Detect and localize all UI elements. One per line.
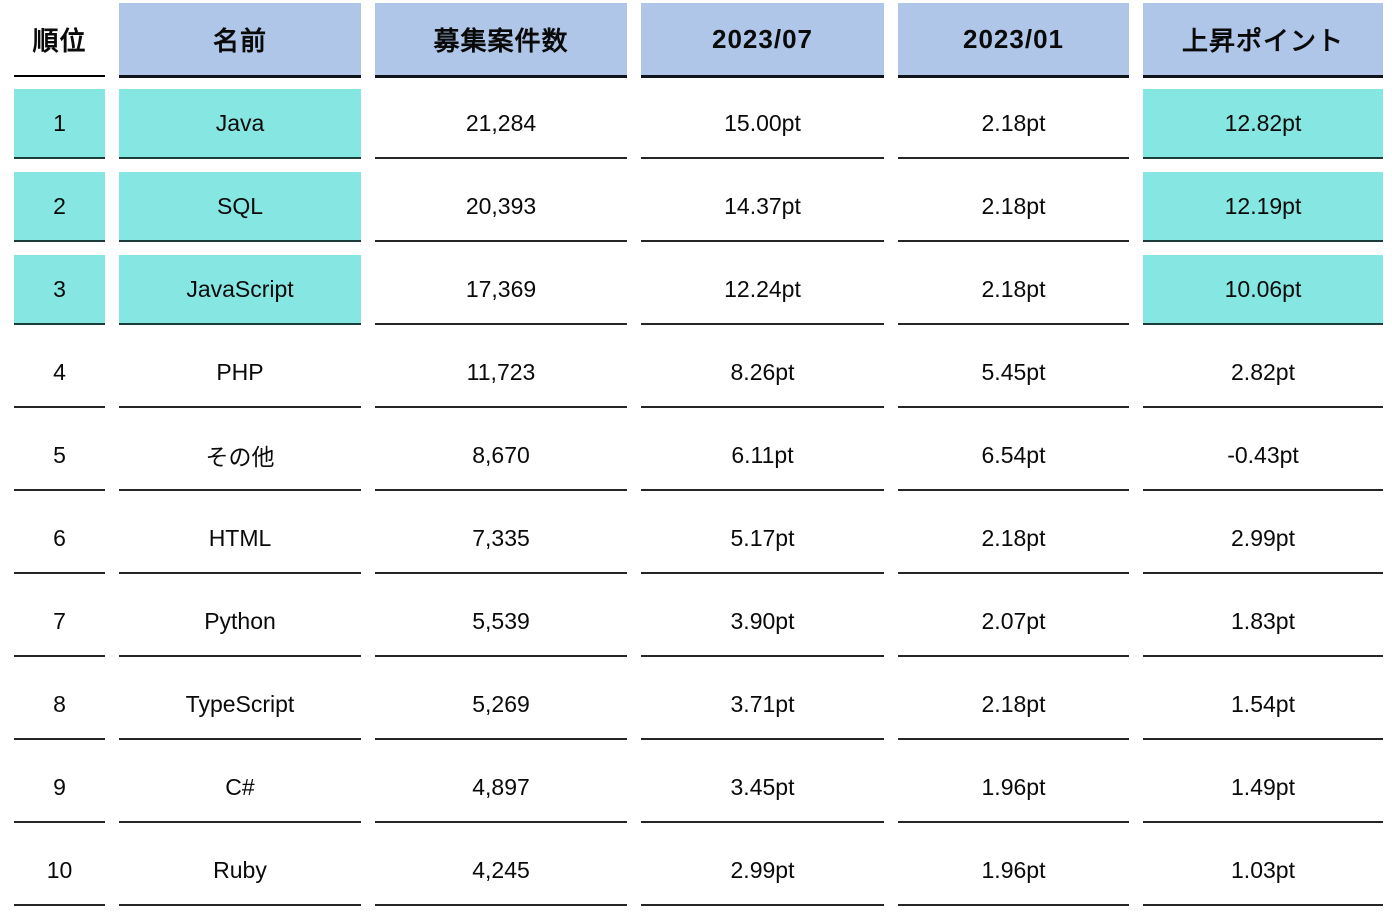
- table-row: 9 C# 4,897 3.45pt 1.96pt 1.49pt: [14, 753, 1392, 823]
- cell-2023-07: 5.17pt: [641, 504, 884, 574]
- cell-rank: 10: [14, 836, 105, 906]
- cell-cases: 17,369: [375, 255, 627, 325]
- cell-name: その他: [119, 421, 361, 491]
- cell-2023-01: 2.18pt: [898, 255, 1129, 325]
- cell-cases: 7,335: [375, 504, 627, 574]
- header-2023-01: 2023/01: [898, 3, 1129, 78]
- cell-2023-07: 3.90pt: [641, 587, 884, 657]
- cell-rank: 4: [14, 338, 105, 408]
- cell-rise-point: 1.54pt: [1143, 670, 1383, 740]
- cell-rise-point: 12.82pt: [1143, 89, 1383, 159]
- cell-2023-01: 2.18pt: [898, 670, 1129, 740]
- header-rank: 順位: [14, 3, 105, 77]
- cell-2023-01: 2.18pt: [898, 89, 1129, 159]
- cell-2023-01: 5.45pt: [898, 338, 1129, 408]
- cell-rank: 7: [14, 587, 105, 657]
- cell-name: HTML: [119, 504, 361, 574]
- table-row: 10 Ruby 4,245 2.99pt 1.96pt 1.03pt: [14, 836, 1392, 906]
- cell-2023-01: 1.96pt: [898, 753, 1129, 823]
- cell-name: PHP: [119, 338, 361, 408]
- cell-rank: 6: [14, 504, 105, 574]
- table-body: 1 Java 21,284 15.00pt 2.18pt 12.82pt 2 S…: [14, 89, 1392, 906]
- cell-rank: 3: [14, 255, 105, 325]
- cell-2023-07: 2.99pt: [641, 836, 884, 906]
- cell-name: SQL: [119, 172, 361, 242]
- header-2023-07: 2023/07: [641, 3, 884, 78]
- cell-cases: 5,269: [375, 670, 627, 740]
- cell-rise-point: 10.06pt: [1143, 255, 1383, 325]
- cell-2023-07: 15.00pt: [641, 89, 884, 159]
- cell-rank: 2: [14, 172, 105, 242]
- cell-name: C#: [119, 753, 361, 823]
- table-row: 8 TypeScript 5,269 3.71pt 2.18pt 1.54pt: [14, 670, 1392, 740]
- cell-2023-07: 3.71pt: [641, 670, 884, 740]
- cell-rank: 9: [14, 753, 105, 823]
- cell-2023-07: 3.45pt: [641, 753, 884, 823]
- cell-2023-01: 2.18pt: [898, 172, 1129, 242]
- header-name: 名前: [119, 3, 361, 78]
- cell-cases: 5,539: [375, 587, 627, 657]
- cell-name: Ruby: [119, 836, 361, 906]
- table-row: 7 Python 5,539 3.90pt 2.07pt 1.83pt: [14, 587, 1392, 657]
- table-row: 3 JavaScript 17,369 12.24pt 2.18pt 10.06…: [14, 255, 1392, 325]
- table-row: 1 Java 21,284 15.00pt 2.18pt 12.82pt: [14, 89, 1392, 159]
- cell-cases: 20,393: [375, 172, 627, 242]
- header-cases: 募集案件数: [375, 3, 627, 78]
- cell-cases: 11,723: [375, 338, 627, 408]
- table-row: 4 PHP 11,723 8.26pt 5.45pt 2.82pt: [14, 338, 1392, 408]
- table-row: 2 SQL 20,393 14.37pt 2.18pt 12.19pt: [14, 172, 1392, 242]
- cell-cases: 21,284: [375, 89, 627, 159]
- cell-rise-point: 1.49pt: [1143, 753, 1383, 823]
- cell-cases: 4,245: [375, 836, 627, 906]
- cell-name: Java: [119, 89, 361, 159]
- table-row: 5 その他 8,670 6.11pt 6.54pt -0.43pt: [14, 421, 1392, 491]
- table-row: 6 HTML 7,335 5.17pt 2.18pt 2.99pt: [14, 504, 1392, 574]
- cell-2023-01: 1.96pt: [898, 836, 1129, 906]
- cell-rise-point: 1.03pt: [1143, 836, 1383, 906]
- cell-2023-07: 12.24pt: [641, 255, 884, 325]
- cell-2023-07: 8.26pt: [641, 338, 884, 408]
- cell-2023-01: 2.18pt: [898, 504, 1129, 574]
- cell-name: Python: [119, 587, 361, 657]
- cell-rise-point: 2.82pt: [1143, 338, 1383, 408]
- cell-2023-07: 14.37pt: [641, 172, 884, 242]
- table-header-row: 順位 名前 募集案件数 2023/07 2023/01 上昇ポイント: [14, 3, 1392, 78]
- cell-rise-point: 12.19pt: [1143, 172, 1383, 242]
- cell-name: TypeScript: [119, 670, 361, 740]
- cell-2023-01: 2.07pt: [898, 587, 1129, 657]
- cell-cases: 4,897: [375, 753, 627, 823]
- cell-rank: 8: [14, 670, 105, 740]
- cell-rank: 1: [14, 89, 105, 159]
- cell-name: JavaScript: [119, 255, 361, 325]
- cell-2023-01: 6.54pt: [898, 421, 1129, 491]
- cell-rise-point: 1.83pt: [1143, 587, 1383, 657]
- cell-cases: 8,670: [375, 421, 627, 491]
- cell-rise-point: -0.43pt: [1143, 421, 1383, 491]
- cell-2023-07: 6.11pt: [641, 421, 884, 491]
- cell-rank: 5: [14, 421, 105, 491]
- header-rise-point: 上昇ポイント: [1143, 3, 1383, 78]
- cell-rise-point: 2.99pt: [1143, 504, 1383, 574]
